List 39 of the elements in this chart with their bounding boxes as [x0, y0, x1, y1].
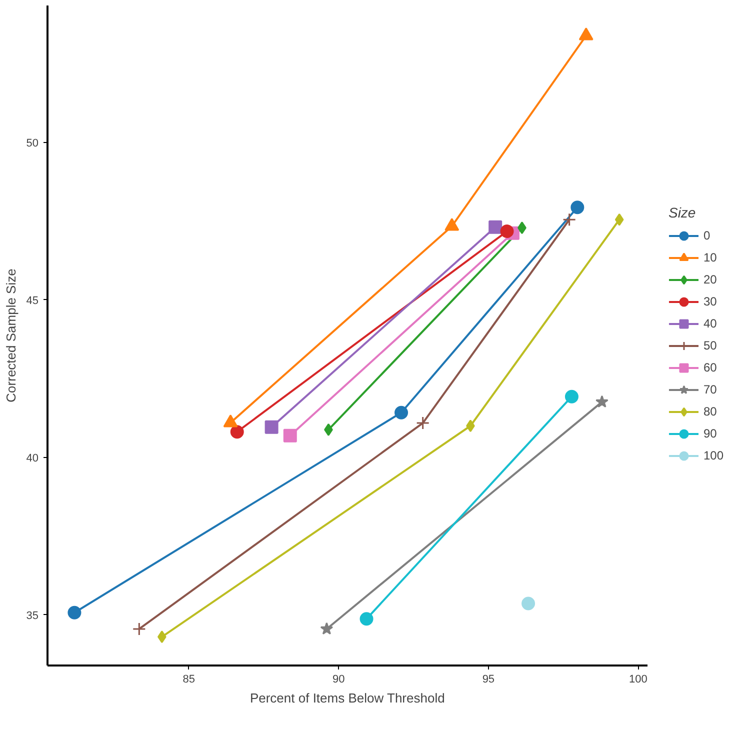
legend-label: 50: [703, 338, 718, 352]
y-tick-label: 45: [26, 294, 39, 307]
legend-label: 90: [703, 426, 718, 440]
y-tick-label: 50: [26, 137, 39, 150]
point: [500, 224, 514, 238]
x-tick-label: 90: [332, 674, 345, 686]
legend-label: 20: [703, 272, 718, 286]
y-tick-label: 40: [26, 452, 39, 464]
point: [360, 612, 374, 626]
legend-label: 70: [703, 382, 718, 396]
point: [570, 200, 584, 214]
x-axis-title: Percent of Items Below Threshold: [250, 690, 445, 706]
point: [132, 622, 146, 636]
point: [320, 622, 334, 635]
legend-label: 40: [703, 316, 718, 330]
legend-label: 80: [703, 404, 718, 418]
legend-label: 0: [703, 228, 712, 242]
x-tick-label: 95: [482, 674, 495, 686]
point: [283, 428, 297, 442]
x-tick-label: 85: [182, 674, 196, 686]
point: [416, 416, 430, 430]
point: [264, 420, 278, 434]
point: [488, 220, 502, 234]
legend-label: 10: [703, 250, 718, 264]
legend-title: Size: [668, 204, 697, 220]
point: [394, 406, 408, 420]
point: [68, 606, 82, 620]
legend-label: 100: [703, 448, 724, 462]
point: [596, 395, 608, 408]
legend-label: 60: [703, 360, 718, 374]
point: [564, 390, 578, 404]
point: [562, 212, 576, 226]
point: [522, 596, 536, 610]
x-tick-label: 100: [629, 674, 648, 686]
legend-label: 30: [703, 294, 718, 308]
point: [230, 425, 244, 439]
y-axis-title: Corrected Sample Size: [3, 268, 18, 402]
point: [614, 213, 624, 226]
y-tick-label: 35: [26, 610, 39, 622]
